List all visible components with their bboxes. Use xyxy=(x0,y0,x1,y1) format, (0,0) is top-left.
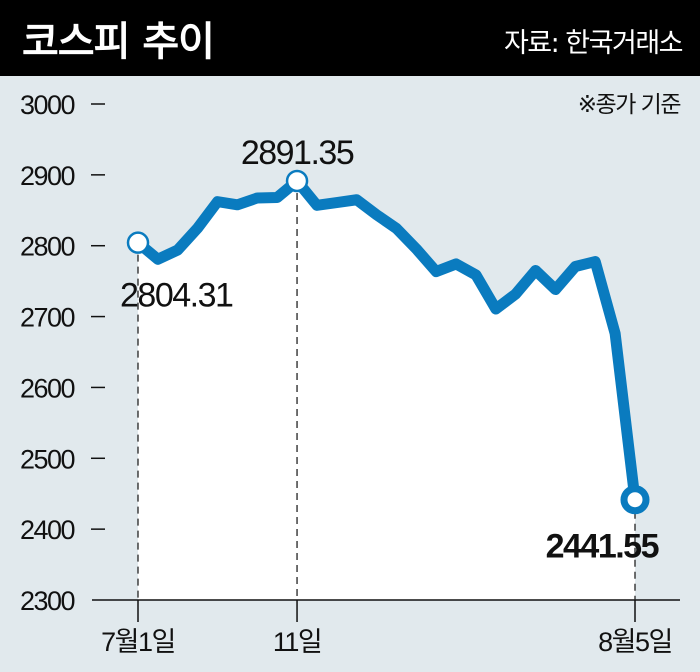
y-tick-label: 2700 xyxy=(20,303,75,333)
annotation-label: 2891.35 xyxy=(241,134,354,172)
note-label: ※종가 기준 xyxy=(578,92,681,118)
guide-lines xyxy=(137,180,636,600)
y-tick-label: 3000 xyxy=(20,90,75,120)
annotation-marker xyxy=(285,169,309,193)
y-tick-label: 2300 xyxy=(20,586,75,616)
x-tick-label: 8월5일 xyxy=(598,627,672,657)
x-tick-label: 7월1일 xyxy=(101,627,175,657)
annotation-label: 2804.31 xyxy=(120,277,233,315)
y-axis: 3000 2900 2800 2700 2600 2500 2400 2300 xyxy=(20,90,680,616)
header-bar xyxy=(0,0,700,76)
annotation-marker xyxy=(620,485,650,515)
annotation-markers: 2804.31 2891.35 2441.55 xyxy=(120,134,660,566)
x-tick-label: 11일 xyxy=(273,627,321,657)
y-tick-label: 2600 xyxy=(20,373,75,403)
y-tick-label: 2800 xyxy=(20,232,75,262)
x-axis: 7월1일 11일 8월5일 xyxy=(101,600,673,657)
annotation-marker xyxy=(126,231,150,254)
annotation-label: 2441.55 xyxy=(546,528,659,566)
y-tick-label: 2500 xyxy=(20,444,75,474)
area-under-line xyxy=(138,180,635,601)
y-tick-label: 2400 xyxy=(20,515,75,545)
source-label: 자료: 한국거래소 xyxy=(504,28,683,59)
chart-title: 코스피 추이 xyxy=(22,19,214,65)
y-tick-label: 2900 xyxy=(20,161,75,191)
series-line xyxy=(132,175,641,506)
